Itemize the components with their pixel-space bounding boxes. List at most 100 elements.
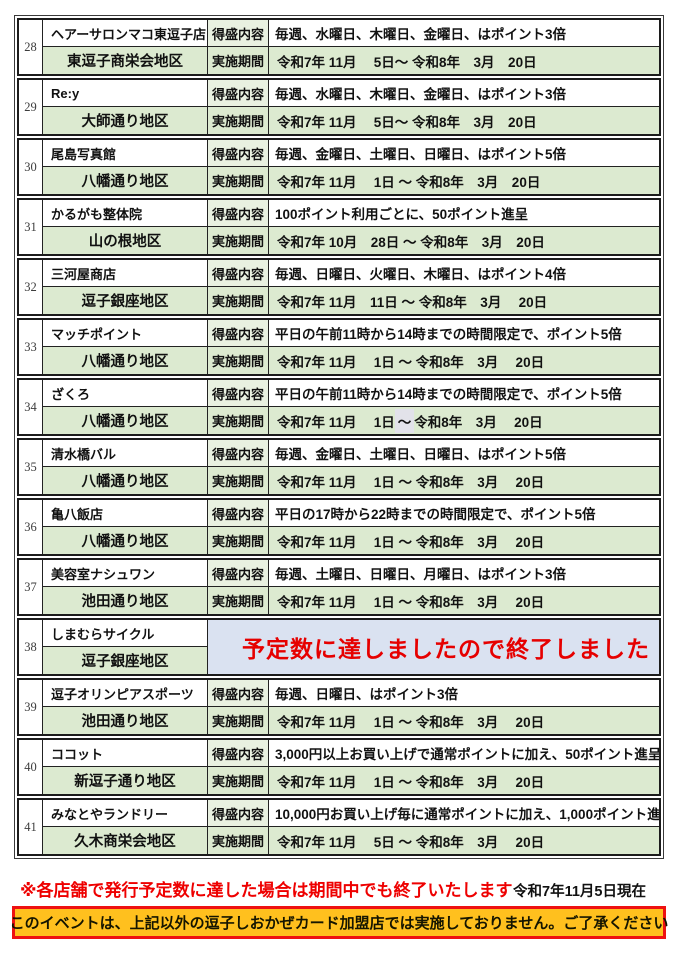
content-label: 得盛内容 <box>207 260 269 287</box>
store-name: 尾島写真館 <box>43 140 207 167</box>
period-value: 令和7年 11月 11日 ～ 令和8年 3月 20日 <box>269 287 659 314</box>
period-label: 実施期間 <box>207 467 269 494</box>
period-value: 令和7年 11月 1日 ～ 令和8年 3月 20日 <box>269 767 659 794</box>
store-number: 33 <box>19 320 43 374</box>
content-label: 得盛内容 <box>207 440 269 467</box>
content-label: 得盛内容 <box>207 80 269 107</box>
content-value: 毎週、金曜日、土曜日、日曜日、はポイント5倍 <box>269 440 659 467</box>
district-name: 八幡通り地区 <box>43 527 207 554</box>
store-name: ざくろ <box>43 380 207 407</box>
district-name: 池田通り地区 <box>43 707 207 734</box>
store-name: 三河屋商店 <box>43 260 207 287</box>
period-label: 実施期間 <box>207 587 269 614</box>
store-block: 37 美容室ナシュワン 得盛内容 毎週、土曜日、日曜日、月曜日、はポイント3倍 … <box>17 558 661 616</box>
store-number: 39 <box>19 680 43 734</box>
store-name: 美容室ナシュワン <box>43 560 207 587</box>
content-value: 毎週、水曜日、木曜日、金曜日、はポイント3倍 <box>269 20 659 47</box>
period-value: 令和7年 11月 1日 ～ 令和8年 3月 20日 <box>269 167 659 194</box>
content-value: 毎週、金曜日、土曜日、日曜日、はポイント5倍 <box>269 140 659 167</box>
district-name: 大師通り地区 <box>43 107 207 134</box>
content-value: 平日の午前11時から14時までの時間限定で、ポイント5倍 <box>269 380 659 407</box>
store-name: 亀八飯店 <box>43 500 207 527</box>
period-label: 実施期間 <box>207 827 269 854</box>
content-label: 得盛内容 <box>207 500 269 527</box>
as-of-date: 令和7年11月5日現在 <box>513 884 646 900</box>
store-block: 38 しまむらサイクル 逗子銀座地区 予定数に達しましたので終了しました <box>17 618 661 676</box>
store-name: Re:y <box>43 80 207 107</box>
period-label: 実施期間 <box>207 47 269 74</box>
content-value: 平日の午前11時から14時までの時間限定で、ポイント5倍 <box>269 320 659 347</box>
period-label: 実施期間 <box>207 527 269 554</box>
store-name: 逗子オリンピアスポーツ <box>43 680 207 707</box>
district-name: 池田通り地区 <box>43 587 207 614</box>
store-number: 37 <box>19 560 43 614</box>
store-block: 31 かるがも整体院 得盛内容 100ポイント利用ごとに、50ポイント進呈 山の… <box>17 198 661 256</box>
period-label: 実施期間 <box>207 407 269 434</box>
store-number: 32 <box>19 260 43 314</box>
period-label: 実施期間 <box>207 167 269 194</box>
period-value: 令和7年 11月 1日 ～ 令和8年 3月 20日 <box>269 587 659 614</box>
store-block: 30 尾島写真館 得盛内容 毎週、金曜日、土曜日、日曜日、はポイント5倍 八幡通… <box>17 138 661 196</box>
content-label: 得盛内容 <box>207 200 269 227</box>
district-name: 逗子銀座地区 <box>43 647 207 674</box>
period-value: 令和7年 10月 28日 ～ 令和8年 3月 20日 <box>269 227 659 254</box>
period-label: 実施期間 <box>207 767 269 794</box>
store-number: 30 <box>19 140 43 194</box>
store-block: 29 Re:y 得盛内容 毎週、水曜日、木曜日、金曜日、はポイント3倍 大師通り… <box>17 78 661 136</box>
store-block: 28 ヘアーサロンマコ東逗子店 得盛内容 毎週、水曜日、木曜日、金曜日、はポイン… <box>17 18 661 76</box>
store-name: ヘアーサロンマコ東逗子店 <box>43 20 207 47</box>
period-label: 実施期間 <box>207 707 269 734</box>
district-name: 八幡通り地区 <box>43 167 207 194</box>
store-number: 41 <box>19 800 43 854</box>
district-name: 新逗子通り地区 <box>43 767 207 794</box>
store-name: しまむらサイクル <box>43 620 207 647</box>
store-block: 34 ざくろ 得盛内容 平日の午前11時から14時までの時間限定で、ポイント5倍… <box>17 378 661 436</box>
footer-note-row: ※各店舗で発行予定数に達した場合は期間中でも終了いたします 令和7年11月5日現… <box>20 876 664 901</box>
content-label: 得盛内容 <box>207 20 269 47</box>
store-number: 29 <box>19 80 43 134</box>
store-block: 35 清水橋バル 得盛内容 毎週、金曜日、土曜日、日曜日、はポイント5倍 八幡通… <box>17 438 661 496</box>
termination-note: ※各店舗で発行予定数に達した場合は期間中でも終了いたします <box>20 881 513 900</box>
store-name: マッチポイント <box>43 320 207 347</box>
store-block: 39 逗子オリンピアスポーツ 得盛内容 毎週、日曜日、はポイント3倍 池田通り地… <box>17 678 661 736</box>
district-name: 八幡通り地区 <box>43 347 207 374</box>
content-label: 得盛内容 <box>207 320 269 347</box>
period-label: 実施期間 <box>207 227 269 254</box>
store-block: 33 マッチポイント 得盛内容 平日の午前11時から14時までの時間限定で、ポイ… <box>17 318 661 376</box>
store-number: 31 <box>19 200 43 254</box>
period-value: 令和7年 11月 1日 ～ 令和8年 3月 20日 <box>269 467 659 494</box>
content-value: 3,000円以上お買い上げで通常ポイントに加え、50ポイント進呈 <box>269 740 659 767</box>
store-number: 40 <box>19 740 43 794</box>
period-label: 実施期間 <box>207 107 269 134</box>
store-number: 35 <box>19 440 43 494</box>
store-block: 41 みなとやランドリー 得盛内容 10,000円お買い上げ毎に通常ポイントに加… <box>17 798 661 856</box>
period-label: 実施期間 <box>207 347 269 374</box>
content-value: 毎週、水曜日、木曜日、金曜日、はポイント3倍 <box>269 80 659 107</box>
content-label: 得盛内容 <box>207 680 269 707</box>
content-label: 得盛内容 <box>207 560 269 587</box>
content-value: 100ポイント利用ごとに、50ポイント進呈 <box>269 200 659 227</box>
period-value: 令和7年 11月 5日～ 令和8年 3月 20日 <box>269 107 659 134</box>
period-value: 令和7年 11月 1日 ～ 令和8年 3月 20日 <box>269 707 659 734</box>
content-value: 毎週、日曜日、はポイント3倍 <box>269 680 659 707</box>
district-name: 山の根地区 <box>43 227 207 254</box>
content-label: 得盛内容 <box>207 380 269 407</box>
period-value: 令和7年 11月 5日～ 令和8年 3月 20日 <box>269 47 659 74</box>
content-value: 10,000円お買い上げ毎に通常ポイントに加え、1,000ポイント進呈 <box>269 800 659 827</box>
content-value: 毎週、土曜日、日曜日、月曜日、はポイント3倍 <box>269 560 659 587</box>
content-value: 平日の17時から22時までの時間限定で、ポイント5倍 <box>269 500 659 527</box>
store-number: 36 <box>19 500 43 554</box>
content-label: 得盛内容 <box>207 740 269 767</box>
store-block: 32 三河屋商店 得盛内容 毎週、日曜日、火曜日、木曜日、はポイント4倍 逗子銀… <box>17 258 661 316</box>
period-value: 令和7年 11月 1日 ～ 令和8年 3月 20日 <box>269 527 659 554</box>
closed-notice: 予定数に達しましたので終了しました <box>207 620 659 674</box>
district-name: 東逗子商栄会地区 <box>43 47 207 74</box>
store-block: 36 亀八飯店 得盛内容 平日の17時から22時までの時間限定で、ポイント5倍 … <box>17 498 661 556</box>
district-name: 逗子銀座地区 <box>43 287 207 314</box>
store-name: みなとやランドリー <box>43 800 207 827</box>
period-label: 実施期間 <box>207 287 269 314</box>
store-number: 28 <box>19 20 43 74</box>
highlighted-tilde: ～ <box>394 408 415 433</box>
period-value: 令和7年 11月 1日 ～ 令和8年 3月 20日 <box>269 347 659 374</box>
